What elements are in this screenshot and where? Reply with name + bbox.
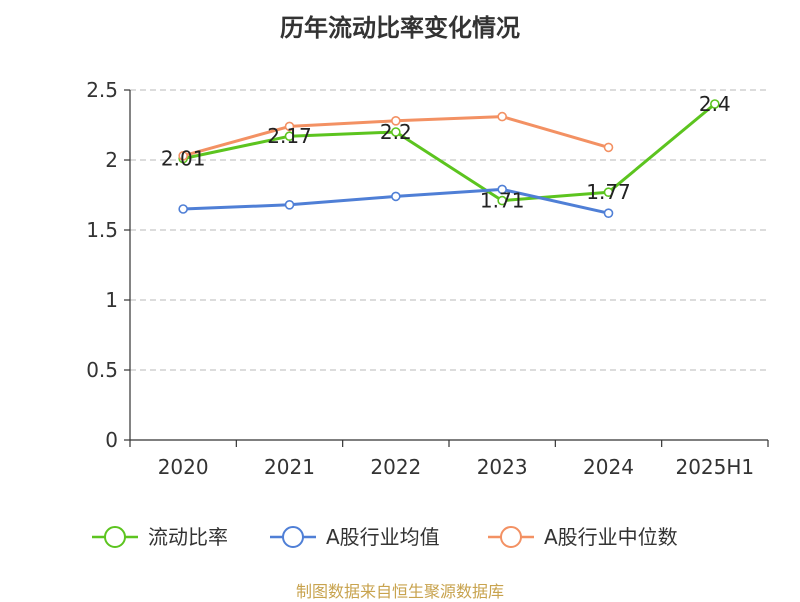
- x-tick-label: 2025H1: [675, 455, 754, 479]
- legend-label: A股行业中位数: [544, 525, 678, 549]
- axes: 0 0.5 1 1.5 2 2.5 2020 2021 2022 2023 2024 2025H1: [86, 78, 769, 479]
- y-tick-label: 2: [105, 148, 118, 172]
- data-label: 2.01: [161, 147, 206, 171]
- data-label: 2.17: [267, 124, 312, 148]
- data-point: [391, 191, 401, 202]
- data-label: 2.2: [380, 120, 412, 144]
- legend-label: 流动比率: [148, 525, 228, 549]
- x-tick-label: 2023: [477, 455, 528, 479]
- legend-marker: [500, 526, 522, 548]
- legend: 流动比率 A股行业均值 A股行业中位数: [92, 525, 678, 549]
- data-point: [284, 131, 295, 141]
- data-point: [284, 121, 295, 132]
- x-tick-label: 2020: [158, 455, 209, 479]
- grid-lines: [130, 89, 768, 371]
- legend-item-0[interactable]: 流动比率: [92, 525, 228, 549]
- data-point: [497, 195, 507, 206]
- x-tick-label: 2022: [370, 455, 421, 479]
- data-label: 1.71: [480, 189, 525, 213]
- data-label: 1.77: [586, 180, 631, 204]
- data-point: [710, 99, 720, 109]
- data-point: [391, 116, 401, 126]
- series-lines: [178, 99, 720, 218]
- y-tick-label: 2.5: [86, 78, 118, 102]
- legend-marker: [104, 526, 126, 548]
- data-point: [391, 127, 401, 137]
- source-note: 制图数据来自恒生聚源数据库: [295, 582, 504, 601]
- data-point: [178, 204, 188, 214]
- legend-item-2[interactable]: A股行业中位数: [488, 525, 678, 549]
- series-line-0: [182, 102, 716, 203]
- data-point: [603, 142, 614, 153]
- legend-marker: [282, 526, 304, 548]
- legend-item-1[interactable]: A股行业均值: [270, 525, 440, 549]
- y-tick-label: 1.5: [86, 218, 118, 242]
- data-point: [603, 208, 614, 218]
- data-labels: 2.01 2.17 2.2 1.71 1.77 2.4: [161, 92, 731, 213]
- data-point: [497, 111, 507, 122]
- data-point: [497, 184, 507, 195]
- data-point: [603, 187, 614, 197]
- data-label: 2.4: [699, 92, 731, 116]
- x-tick-label: 2024: [583, 455, 634, 479]
- legend-label: A股行业均值: [326, 525, 440, 549]
- y-tick-label: 0.5: [86, 358, 118, 382]
- data-point: [284, 200, 295, 210]
- x-tick-label: 2021: [264, 455, 315, 479]
- chart-title: 历年流动比率变化情况: [280, 14, 520, 42]
- y-tick-label: 1: [105, 288, 118, 312]
- y-tick-label: 0: [105, 428, 118, 452]
- data-point: [178, 151, 188, 161]
